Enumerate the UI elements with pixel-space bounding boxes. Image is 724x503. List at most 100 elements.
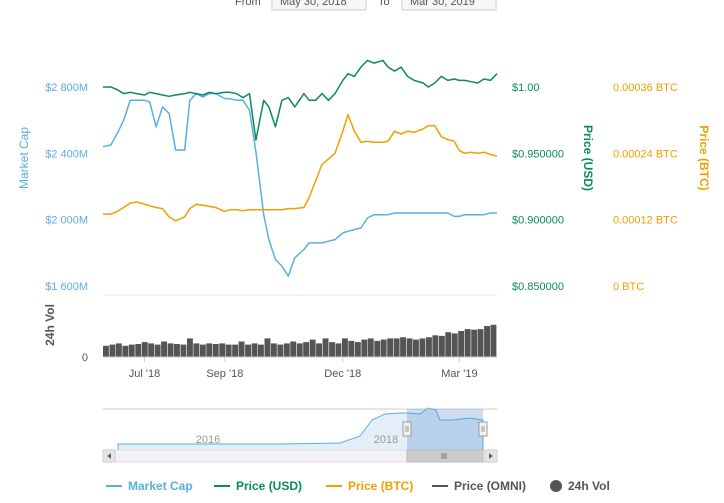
- volume-bar: [348, 340, 355, 357]
- volume-bar: [290, 341, 297, 357]
- volume-bar: [451, 333, 458, 357]
- volume-bar: [277, 344, 284, 357]
- market-cap-axis-title: Market Cap: [17, 127, 31, 189]
- scrollbar-thumb[interactable]: [406, 449, 484, 463]
- legend-label: Price (USD): [236, 479, 302, 493]
- legend-label: Price (OMNI): [454, 479, 526, 493]
- volume-bars: [103, 294, 497, 357]
- volume-bar: [148, 343, 155, 357]
- legend-24h-vol[interactable]: 24h Vol: [550, 479, 610, 493]
- volume-bar: [464, 329, 471, 357]
- volume-bar: [387, 338, 394, 357]
- volume-bar: [380, 339, 387, 357]
- range-selector: From May 30, 2018 To Mar 30, 2019: [235, 0, 497, 11]
- btc-axis-title: Price (BTC): [697, 125, 711, 190]
- volume-bar: [426, 337, 432, 357]
- navigator-year-label: 2016: [196, 434, 220, 446]
- volume-bar: [445, 332, 452, 357]
- btc-axis-ticks: 0 BTC 0.00012 BTC 0.00024 BTC 0.00036 BTC: [613, 82, 678, 293]
- navigator[interactable]: 2016 2018: [103, 407, 497, 451]
- volume-bar: [432, 335, 439, 357]
- market-cap-line: [102, 92, 497, 277]
- volume-bar: [115, 343, 122, 357]
- btc-tick-label: 0.00024 BTC: [613, 148, 678, 160]
- volume-bar: [283, 343, 290, 357]
- navigator-selected-range[interactable]: [407, 409, 483, 450]
- volume-bar: [322, 338, 329, 357]
- volume-axis-title: 24h Vol: [43, 304, 57, 346]
- to-label: To: [378, 0, 390, 8]
- price-usd-line: [103, 59, 498, 141]
- volume-bar: [270, 343, 277, 357]
- volume-bar: [135, 344, 142, 357]
- market-cap-axis-ticks: $1 600M $2 000M $2 400M $2 800M: [45, 82, 88, 293]
- legend-price-btc[interactable]: Price (BTC): [326, 479, 413, 493]
- volume-bar: [477, 329, 484, 357]
- navigator-scrollbar[interactable]: [102, 449, 498, 463]
- to-date-input-box[interactable]: [401, 0, 497, 11]
- usd-tick-label: $0.900000: [512, 215, 564, 227]
- legend: Market Cap Price (USD) Price (BTC) Price (O…: [106, 479, 610, 493]
- btc-tick-label: 0.00012 BTC: [613, 215, 678, 227]
- usd-axis-ticks: $0.850000 $0.900000 $0.950000 $1.00: [512, 82, 564, 293]
- volume-bar: [354, 342, 361, 357]
- volume-axis-ticks: 0: [82, 352, 88, 364]
- x-tick-label: Jul '18: [129, 368, 160, 380]
- volume-bar: [438, 335, 445, 357]
- navigator-year-label: 2018: [374, 434, 398, 446]
- volume-bar: [309, 339, 316, 357]
- market-cap-tick-label: $2 400M: [45, 148, 88, 160]
- navigator-right-handle[interactable]: [478, 421, 488, 437]
- volume-bar: [167, 343, 174, 357]
- btc-tick-label: 0.00036 BTC: [613, 82, 678, 94]
- navigator-area: [117, 407, 484, 451]
- from-date-input-box[interactable]: [271, 0, 367, 11]
- volume-bar: [141, 342, 148, 357]
- legend-price-omni[interactable]: Price (OMNI): [432, 479, 526, 493]
- legend-label: Price (BTC): [348, 479, 413, 493]
- usd-tick-label: $1.00: [512, 82, 540, 94]
- navigator-labels: 2016 2018: [196, 434, 398, 446]
- volume-bar: [484, 326, 490, 357]
- to-date-input[interactable]: Mar 30, 2019: [410, 0, 475, 8]
- legend-market-cap[interactable]: Market Cap: [106, 479, 193, 493]
- usd-axis-title: Price (USD): [581, 125, 595, 191]
- volume-bar: [154, 344, 161, 357]
- market-cap-tick-label: $1 600M: [45, 281, 88, 293]
- volume-bar: [367, 338, 374, 357]
- volume-bar: [251, 343, 258, 357]
- volume-bar: [296, 343, 303, 357]
- scrollbar-left-arrow-icon: [107, 453, 111, 459]
- from-label: From: [235, 0, 261, 8]
- volume-bar: [180, 344, 187, 357]
- volume-bar: [303, 342, 310, 357]
- volume-bar: [103, 345, 109, 357]
- volume-bar: [161, 341, 167, 357]
- x-tick-label: Mar '19: [441, 368, 477, 380]
- volume-bar: [329, 342, 335, 357]
- volume-bar: [174, 344, 180, 357]
- volume-bar: [393, 338, 400, 357]
- volume-bar: [225, 344, 232, 357]
- volume-bar: [316, 343, 322, 357]
- volume-bar: [128, 344, 135, 357]
- from-date-input[interactable]: May 30, 2018: [280, 0, 347, 8]
- volume-bar: [232, 344, 239, 357]
- volume-bar: [245, 344, 251, 357]
- legend-price-usd[interactable]: Price (USD): [214, 479, 302, 493]
- navigator-left-handle[interactable]: [402, 421, 412, 437]
- volume-bar: [212, 344, 219, 357]
- volume-bar: [335, 343, 342, 357]
- x-axis: Jul '18 Sep '18 Dec '18 Mar '19: [103, 356, 497, 380]
- volume-bar: [400, 337, 406, 357]
- market-cap-tick-label: $2 800M: [45, 82, 88, 94]
- volume-tick-label: 0: [82, 352, 88, 364]
- volume-bar: [122, 345, 129, 357]
- volume-bar: [374, 340, 381, 357]
- series-lines: [102, 59, 498, 277]
- volume-bar: [490, 324, 497, 357]
- x-tick-label: Dec '18: [324, 368, 361, 380]
- legend-symbol: [550, 480, 562, 492]
